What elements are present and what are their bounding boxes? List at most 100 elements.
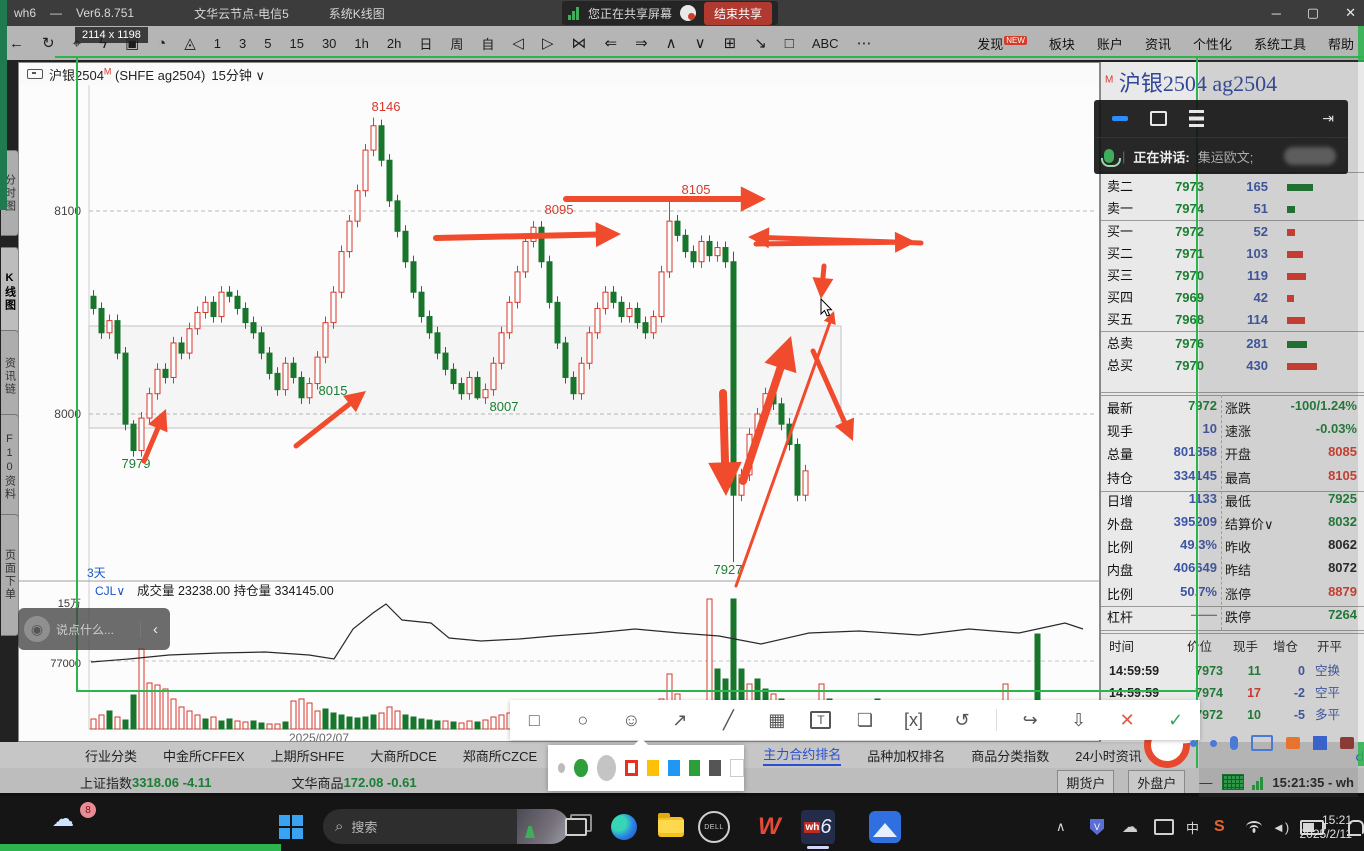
file-explorer-icon[interactable] xyxy=(658,810,684,844)
toolbar-icon-10[interactable]: 15 xyxy=(289,35,304,51)
left-tab-页面下单[interactable]: 页面下单 xyxy=(1,514,19,636)
save-tool[interactable]: ⇩ xyxy=(1071,709,1087,730)
mosaic-tool[interactable]: ▦ xyxy=(768,709,786,730)
left-tab-资讯链[interactable]: 资讯链 xyxy=(1,330,19,422)
meet-icon-kbd[interactable] xyxy=(1251,735,1273,751)
toolbar-icon-15[interactable]: 周 xyxy=(450,36,464,52)
toolbar-icon-3[interactable]: ϟ xyxy=(99,34,107,52)
chart-period-select[interactable]: 15分钟 ∨ xyxy=(211,67,265,83)
toolbar-icon-6[interactable]: ◬ xyxy=(184,35,196,52)
exchange-tab-24小时资讯[interactable]: 24小时资讯 xyxy=(1075,748,1142,764)
stop-share-button[interactable]: 结束共享 xyxy=(704,1,773,25)
circle-tool[interactable]: ○ xyxy=(577,709,589,730)
battery-icon[interactable] xyxy=(1300,810,1326,844)
toolbar-icon-14[interactable]: 日 xyxy=(419,36,433,52)
maximize-button[interactable]: ▢ xyxy=(1306,5,1320,20)
wps-app-icon[interactable]: W xyxy=(758,813,781,840)
toolbar-icon-17[interactable]: ◁ xyxy=(512,35,524,52)
toolbar-icon-24[interactable]: ⊞ xyxy=(723,35,737,52)
toolbar-icon-22[interactable]: ∧ xyxy=(665,35,677,52)
meet-icon-mic[interactable] xyxy=(1230,736,1238,750)
toolbar-icon-25[interactable]: ↘ xyxy=(754,35,767,52)
menu-个性化[interactable]: 个性化 xyxy=(1192,36,1232,52)
toolbar-icon-21[interactable]: ⇒ xyxy=(635,35,648,52)
wh6-app-icon[interactable]: wh 6 xyxy=(801,810,835,849)
arrow-tool[interactable]: ↗ xyxy=(672,709,688,730)
toolbar-icon-26[interactable]: □ xyxy=(784,34,794,52)
tray-device-icon[interactable] xyxy=(1154,810,1174,844)
meet-icon-dot[interactable] xyxy=(1210,739,1217,747)
confirm-annotation[interactable]: ✓ xyxy=(1168,709,1184,730)
exchange-tab-郑商所CZCE[interactable]: 郑商所CZCE xyxy=(462,748,538,764)
exchange-tab-商品分类指数[interactable]: 商品分类指数 xyxy=(971,748,1050,764)
menu-资讯[interactable]: 资讯 xyxy=(1144,36,1171,52)
tray-cloud-icon[interactable]: ☁ xyxy=(1122,819,1138,836)
note-tool[interactable]: ❏ xyxy=(856,709,874,730)
toolbar-icon-5[interactable]: ◔ xyxy=(157,34,167,52)
link-icon[interactable] xyxy=(27,69,43,79)
tray-chevron-icon[interactable]: ∧ xyxy=(1056,819,1066,834)
exchange-tab-行业分类[interactable]: 行业分类 xyxy=(85,748,138,764)
notification-bell-icon[interactable] xyxy=(1347,810,1364,844)
expand-panel-icon[interactable]: ⇥ xyxy=(1322,110,1334,126)
minimize-button[interactable]: ─ xyxy=(1271,5,1281,21)
ime-indicator[interactable]: 中 xyxy=(1186,820,1200,836)
toolbar-icon-1[interactable]: ↻ xyxy=(42,35,55,52)
camera-dot-icon[interactable] xyxy=(680,5,697,21)
account-button-期货户[interactable]: 期货户 xyxy=(1057,769,1115,795)
chat-collapse-button[interactable]: ‹ xyxy=(140,620,170,638)
book-row-买一[interactable]: 买一 7972 52 xyxy=(1101,221,1364,243)
color-swatch-#e53022[interactable] xyxy=(624,760,639,776)
menu-发现[interactable]: 发现 NEW xyxy=(977,36,1027,52)
stroke-size-2[interactable] xyxy=(596,755,616,781)
toolbar-icon-11[interactable]: 30 xyxy=(321,35,337,51)
toolbar-icon-12[interactable]: 1h xyxy=(354,35,369,51)
color-swatch-#2e9e3a[interactable] xyxy=(688,760,701,776)
exchange-tab-主力合约排名[interactable]: 主力合约排名 xyxy=(763,744,842,766)
menu-账户[interactable]: 账户 xyxy=(1096,36,1123,52)
search-highlight-image[interactable] xyxy=(517,809,569,844)
meet-icon-grid[interactable] xyxy=(1313,736,1327,750)
toolbar-icon-20[interactable]: ⇐ xyxy=(604,35,618,52)
exchange-tab-大商所DCE[interactable]: 大商所DCE xyxy=(370,748,437,764)
exchange-tab-中金所CFFEX[interactable]: 中金所CFFEX xyxy=(163,748,245,764)
toolbar-icon-0[interactable]: ← xyxy=(9,34,24,52)
stroke-size-1[interactable] xyxy=(574,759,588,777)
toolbar-icon-9[interactable]: 5 xyxy=(264,35,272,51)
toolbar-icon-18[interactable]: ▷ xyxy=(541,35,554,52)
task-view-button[interactable] xyxy=(565,810,592,844)
line-tool[interactable]: ╱ xyxy=(722,709,734,730)
left-tab-F10资料[interactable]: F10资料 xyxy=(1,414,19,520)
share-tool[interactable]: ↪ xyxy=(1022,709,1038,730)
menu-系统工具[interactable]: 系统工具 xyxy=(1253,36,1306,52)
toolbar-icon-2[interactable]: ⌖ xyxy=(72,34,82,52)
book-row-买三[interactable]: 买三 7970 119 xyxy=(1101,265,1364,287)
rect-tool[interactable]: □ xyxy=(528,709,540,730)
tray-shield-icon[interactable]: V xyxy=(1090,810,1104,844)
toolbar-icon-23[interactable]: ∨ xyxy=(694,35,706,52)
meet-icon-sq[interactable] xyxy=(1286,737,1300,749)
chart-panel[interactable]: 沪银2504M (SHFE ag2504) 15分钟 ∨ 8100 8000 15万… xyxy=(18,62,1100,742)
ocr-tool[interactable]: [x] xyxy=(904,709,924,730)
mountain-app-icon[interactable] xyxy=(869,810,901,844)
taskbar-search[interactable]: ⌕ 搜索 xyxy=(323,809,569,844)
list-view-icon[interactable] xyxy=(1189,110,1204,127)
left-tab-K线图[interactable]: K线图 xyxy=(1,247,19,337)
chat-input-box[interactable]: ◉ 说点什么... ‹ xyxy=(18,608,170,650)
toolbar-icon-8[interactable]: 3 xyxy=(239,35,247,51)
stroke-size-0[interactable] xyxy=(558,763,566,773)
volume-icon[interactable]: ◄) xyxy=(1272,819,1290,835)
color-swatch-#555555[interactable] xyxy=(709,760,722,776)
toolbar-icon-19[interactable]: ⋈ xyxy=(571,35,587,52)
wifi-icon[interactable] xyxy=(1246,810,1262,844)
window-mode-icon[interactable] xyxy=(1150,111,1167,126)
exit-annotation[interactable]: ✕ xyxy=(1119,709,1135,730)
account-button-外盘户[interactable]: 外盘户 xyxy=(1128,769,1186,795)
tray-clock[interactable]: 15:21 2025/2/11 xyxy=(1299,813,1353,841)
dell-app-icon[interactable]: DELL xyxy=(698,810,730,844)
toolbar-icon-13[interactable]: 2h xyxy=(386,35,402,51)
minimize-meeting-icon[interactable] xyxy=(1112,116,1128,121)
undo-tool[interactable]: ↺ xyxy=(954,709,970,730)
edge-icon[interactable] xyxy=(611,810,637,844)
sogou-icon[interactable]: S xyxy=(1214,818,1225,835)
